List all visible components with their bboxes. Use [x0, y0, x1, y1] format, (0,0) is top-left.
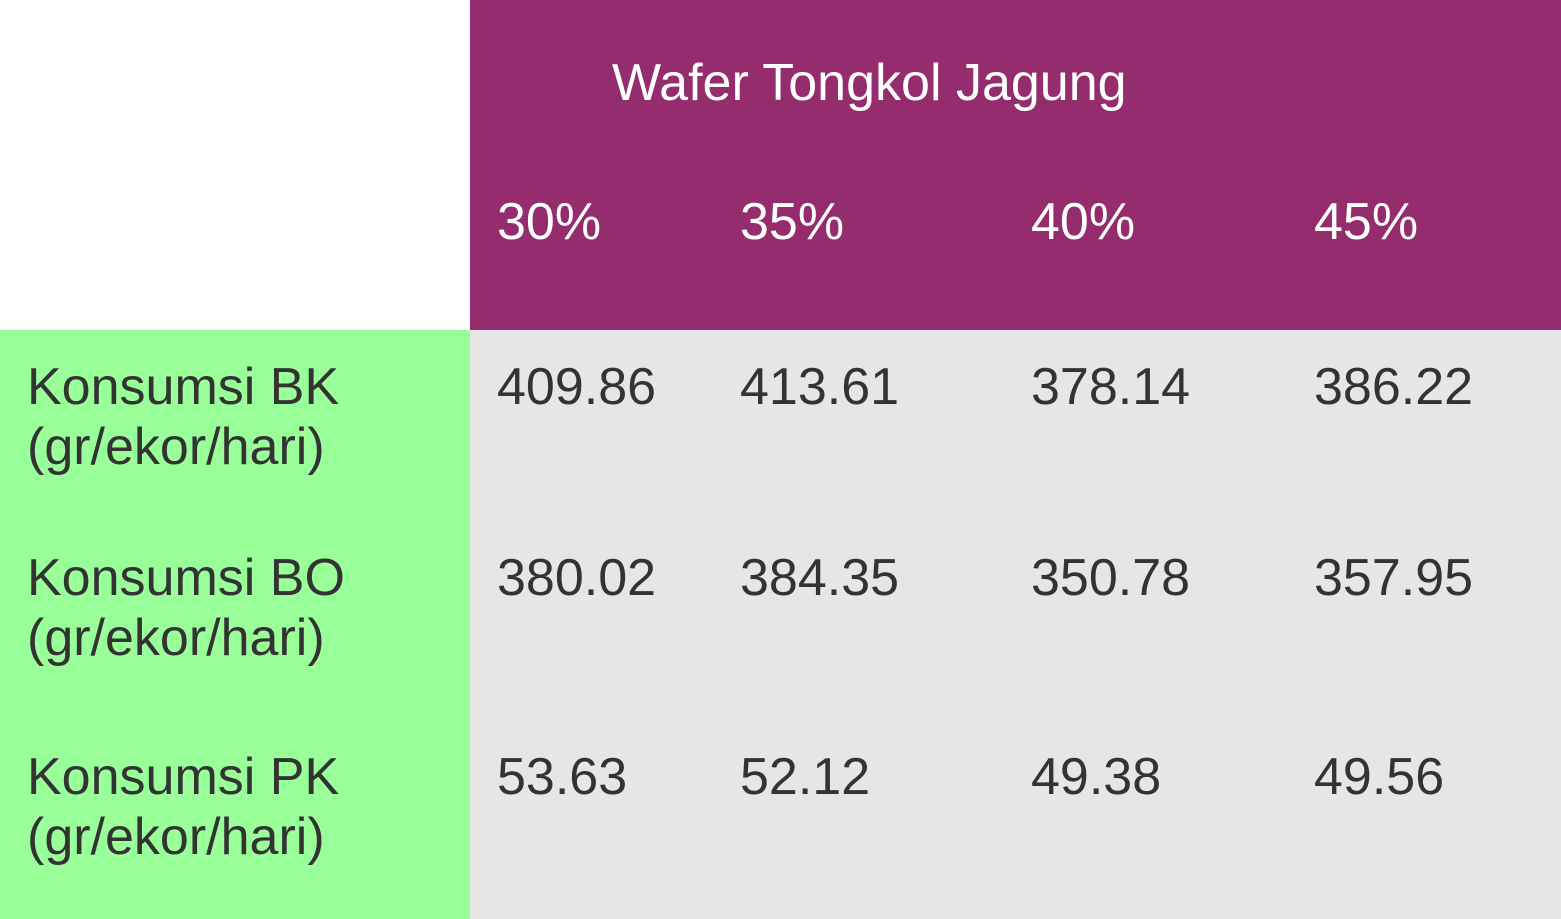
row-label: Konsumsi PK [27, 748, 340, 806]
column-header: 35% [740, 193, 845, 251]
cell: 49.56 [1314, 748, 1445, 806]
cell: 350.78 [1031, 549, 1191, 607]
cell: 378.14 [1031, 358, 1191, 416]
cell: 380.02 [497, 549, 657, 607]
column-header: 40% [1031, 193, 1136, 251]
row-header-bg [0, 330, 470, 919]
cell: 49.38 [1031, 748, 1162, 806]
cell: 386.22 [1314, 358, 1474, 416]
column-header: 30% [497, 193, 602, 251]
row-label: Konsumsi BO [27, 549, 345, 607]
row-label: (gr/ekor/hari) [27, 418, 325, 476]
header-bg [470, 0, 1561, 330]
cell: 53.63 [497, 748, 628, 806]
row-label: (gr/ekor/hari) [27, 808, 325, 866]
row-label: Konsumsi BK [27, 358, 340, 416]
cell: 409.86 [497, 358, 657, 416]
cell: 52.12 [740, 748, 871, 806]
cell: 413.61 [740, 358, 900, 416]
row-label: (gr/ekor/hari) [27, 609, 325, 667]
cell: 357.95 [1314, 549, 1474, 607]
cell: 384.35 [740, 549, 900, 607]
body-bg [470, 330, 1561, 919]
column-header: 45% [1314, 193, 1419, 251]
table-title: Wafer Tongkol Jagung [612, 54, 1127, 112]
